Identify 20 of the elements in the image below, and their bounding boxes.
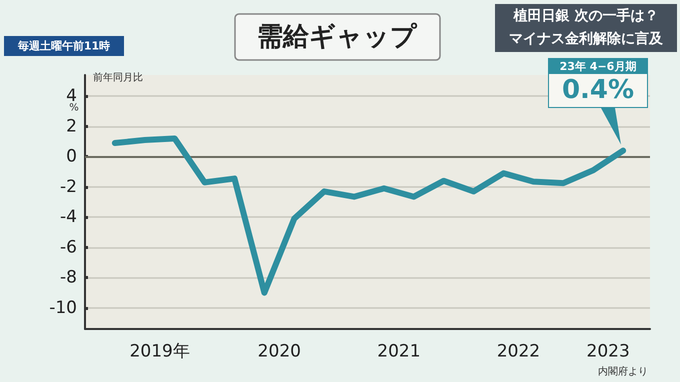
y-tick-label: -8 bbox=[60, 268, 77, 288]
y-tick-label: -10 bbox=[49, 298, 77, 318]
x-tick-label: 2020 bbox=[258, 342, 301, 362]
x-tick-label: 2022 bbox=[496, 342, 540, 362]
y-tick-label: -4 bbox=[60, 207, 77, 228]
y-tick-label: 2 bbox=[66, 116, 77, 136]
text: マイナス金利解除に言及 bbox=[509, 30, 664, 47]
text: 23年 4−6月期 bbox=[549, 59, 647, 74]
y-axis-title: 前年同月比 bbox=[93, 72, 143, 84]
text: 毎週土曜午前11時 bbox=[16, 40, 110, 52]
y-tick-label: -6 bbox=[60, 237, 77, 258]
chart-title: 需給ギャップ bbox=[257, 22, 418, 52]
x-tick-label: 2023 bbox=[586, 342, 630, 362]
y-tick-label: 0 bbox=[66, 146, 77, 167]
text: 内閣府より bbox=[598, 366, 648, 378]
x-tick-label: 2019年 bbox=[130, 342, 190, 362]
annotation: 0.4% bbox=[560, 74, 636, 106]
text: 植田日銀 次の一手は？ bbox=[512, 7, 658, 24]
x-tick-label: 2021 bbox=[377, 342, 421, 362]
y-tick-label: -2 bbox=[60, 176, 77, 197]
